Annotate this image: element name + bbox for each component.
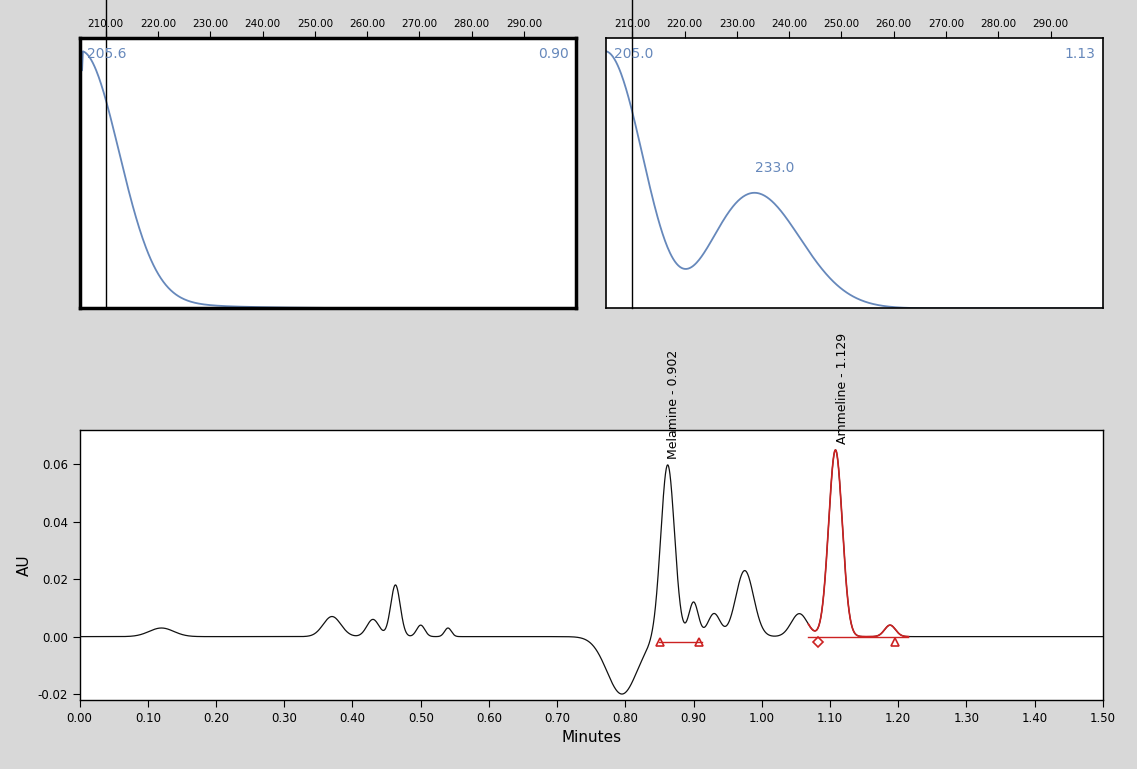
X-axis label: Minutes: Minutes [562, 730, 621, 745]
Text: Melamine - 0.902: Melamine - 0.902 [666, 349, 680, 458]
Text: 0.90: 0.90 [538, 47, 568, 61]
Title: Ammeline - 1.129
nm: Ammeline - 1.129 nm [792, 0, 916, 2]
Title: Melamine - 0.902
nm: Melamine - 0.902 nm [267, 0, 389, 2]
Text: 233.0: 233.0 [755, 161, 795, 175]
Y-axis label: AU: AU [17, 554, 32, 576]
Text: 205.0: 205.0 [614, 47, 653, 61]
Text: Ammeline - 1.129: Ammeline - 1.129 [836, 333, 849, 444]
Text: 1.13: 1.13 [1064, 47, 1095, 61]
Text: 205.6: 205.6 [88, 47, 126, 61]
